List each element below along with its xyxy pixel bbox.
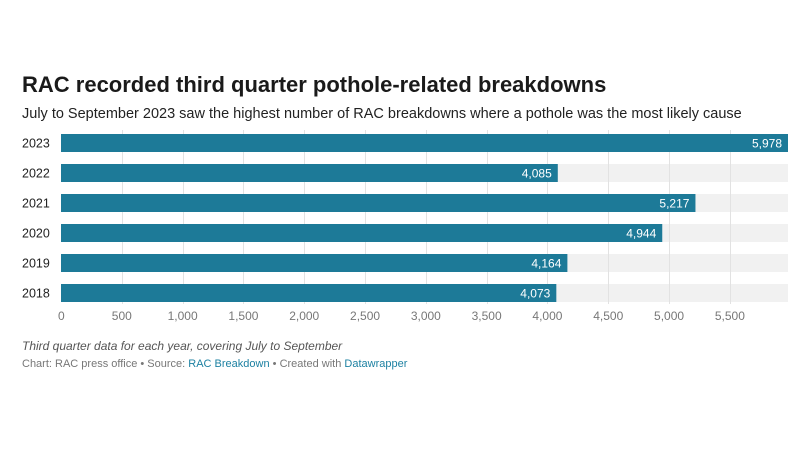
value-label-2018: 4,073	[520, 287, 550, 301]
bar-chart: 2023 5,978 2022 4,085 2021 5,217 2020 4,944 2019…	[22, 130, 788, 323]
value-label-2020: 4,944	[626, 227, 656, 241]
category-label-2018: 2018	[22, 287, 50, 301]
value-label-2021: 5,217	[659, 197, 689, 211]
value-label-2023: 5,978	[752, 137, 782, 151]
bar-2021	[61, 194, 696, 212]
category-label-2019: 2019	[22, 257, 50, 271]
category-label-2020: 2020	[22, 227, 50, 241]
chart-notes: Third quarter data for each year, coveri…	[22, 339, 343, 353]
value-label-2022: 4,085	[522, 167, 552, 181]
bar-2022	[61, 164, 558, 182]
x-tick-label-1500: 1,500	[228, 309, 258, 323]
bar-2018	[61, 284, 557, 302]
datawrapper-link[interactable]: Datawrapper	[344, 358, 408, 370]
category-label-2021: 2021	[22, 197, 50, 211]
x-tick-label-4000: 4,000	[532, 309, 562, 323]
value-label-2019: 4,164	[531, 257, 561, 271]
category-label-2022: 2022	[22, 167, 50, 181]
chart-credits: Chart: RAC press office • Source: RAC Br…	[22, 358, 407, 370]
chart-subtitle: July to September 2023 saw the highest n…	[22, 106, 742, 122]
bar-2023	[61, 134, 788, 152]
category-label-2023: 2023	[22, 137, 50, 151]
x-tick-label-5500: 5,500	[715, 309, 745, 323]
x-tick-label-3000: 3,000	[411, 309, 441, 323]
bar-2020	[61, 224, 663, 242]
x-tick-label-0: 0	[58, 309, 65, 323]
x-tick-label-500: 500	[112, 309, 132, 323]
x-tick-label-4500: 4,500	[593, 309, 623, 323]
credit-prefix: Chart: RAC press office • Source:	[22, 358, 189, 370]
chart-title: RAC recorded third quarter pothole-relat…	[22, 72, 607, 97]
x-tick-label-3500: 3,500	[472, 309, 502, 323]
credit-middle: • Created with	[269, 358, 345, 370]
x-tick-label-5000: 5,000	[654, 309, 684, 323]
x-tick-label-2500: 2,500	[350, 309, 380, 323]
x-tick-label-2000: 2,000	[289, 309, 319, 323]
x-tick-label-1000: 1,000	[168, 309, 198, 323]
source-link[interactable]: RAC Breakdown	[188, 358, 270, 370]
bar-2019	[61, 254, 568, 272]
